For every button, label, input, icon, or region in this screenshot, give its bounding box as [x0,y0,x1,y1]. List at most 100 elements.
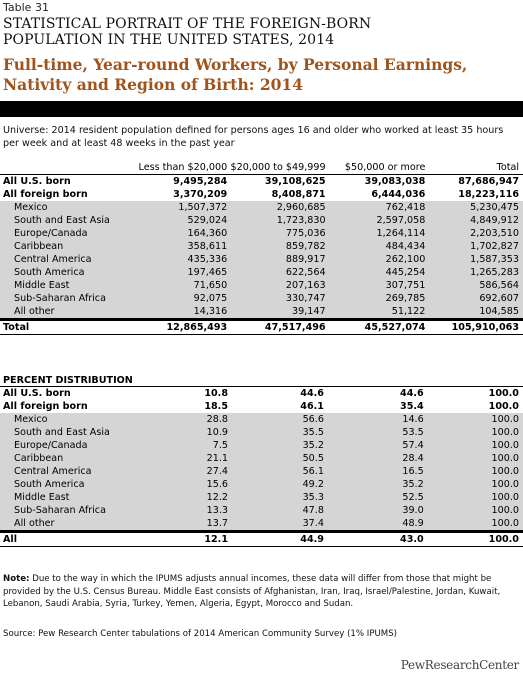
row-region: Central America 27.4 56.1 16.5 100.0 [0,465,523,478]
pew-logo: PewResearchCenter [400,658,520,672]
row-foreign-born: All foreign born 3,370,209 8,408,871 6,444,… [0,188,523,201]
cell-value: 100.0 [423,504,523,517]
cell-value: 100.0 [423,517,523,532]
cell-value: 14.6 [323,413,424,426]
cell-value: 4,849,912 [425,214,523,227]
cell-value: 1,507,372 [130,201,228,214]
row-region: All other 13.7 37.4 48.9 100.0 [0,517,523,532]
cell-value: 104,585 [425,305,523,320]
cell-value: 53.5 [323,426,424,439]
row-total: All 12.1 44.9 43.0 100.0 [0,530,523,547]
cell-value: 1,264,114 [325,227,426,240]
cell-value: 27.4 [133,465,228,478]
row-label: All other [0,517,134,532]
cell-value: 39.0 [323,504,424,517]
cell-value: 13.3 [133,504,228,517]
cell-value: 2,960,685 [227,201,326,214]
cell-value: 12,865,493 [130,318,228,335]
cell-value: 35.3 [228,491,324,504]
cell-value: 6,444,036 [371,189,426,200]
row-region: Sub-Saharan Africa 92,075 330,747 269,785 69… [0,292,523,305]
row-region: South America 197,465 622,564 445,254 1,265,… [0,266,523,279]
cell-value: 28.4 [323,452,424,465]
row-label: All U.S. born [0,174,131,188]
percent-heading: PERCENT DISTRIBUTION [3,375,133,386]
cell-value: 10.8 [133,386,228,400]
cell-value: 2,597,058 [325,214,426,227]
row-label: Total [0,318,131,335]
row-us-born: All U.S. born 10.8 44.6 44.6 100.0 [0,386,523,400]
cell-value: 269,785 [325,292,426,305]
row-label: All other [0,305,131,320]
page-title: STATISTICAL PORTRAIT OF THE FOREIGN-BORN… [3,16,371,48]
cell-value: 48.9 [323,517,424,532]
cell-value: 100.0 [423,386,523,400]
row-label: Central America [0,465,134,478]
cell-value: 262,100 [325,253,426,266]
row-label: Caribbean [0,240,131,253]
col-header: Total [496,161,519,173]
cell-value: 529,024 [130,214,228,227]
cell-value: 12.1 [133,530,228,547]
cell-value: 100.0 [423,452,523,465]
cell-value: 5,230,475 [425,201,523,214]
row-label: Caribbean [0,452,134,465]
cell-value: 51,122 [325,305,426,320]
row-label: Middle East [0,491,134,504]
cell-value: 57.4 [323,439,424,452]
cell-value: 100.0 [423,491,523,504]
row-label: South and East Asia [0,214,131,227]
col-header: $20,000 to $49,999 [230,161,326,173]
cell-value: 8,408,871 [271,189,326,200]
cell-value: 692,607 [425,292,523,305]
cell-value: 100.0 [423,465,523,478]
cell-value: 1,702,827 [425,240,523,253]
row-region: South and East Asia 10.9 35.5 53.5 100.0 [0,426,523,439]
note-label: Note: [3,574,30,584]
cell-value: 622,564 [227,266,326,279]
cell-value: 87,686,947 [425,174,523,188]
cell-value: 92,075 [130,292,228,305]
cell-value: 14,316 [130,305,228,320]
cell-value: 3,370,209 [173,189,228,200]
cell-value: 586,564 [425,279,523,292]
cell-value: 39,083,038 [325,174,426,188]
cell-value: 49.2 [228,478,324,491]
cell-value: 330,747 [227,292,326,305]
row-total: Total 12,865,493 47,517,496 45,527,074 105,9… [0,318,523,335]
row-region: Mexico 28.8 56.6 14.6 100.0 [0,413,523,426]
cell-value: 1,587,353 [425,253,523,266]
row-label: Mexico [0,201,131,214]
row-region: Mexico 1,507,372 2,960,685 762,418 5,230,475 [0,201,523,214]
row-label: Europe/Canada [0,439,134,452]
row-region: South and East Asia 529,024 1,723,830 2,597… [0,214,523,227]
cell-value: 56.6 [228,413,324,426]
percent-heading-row: PERCENT DISTRIBUTION [0,369,523,387]
table-number: Table 31 [3,1,49,14]
cell-value: 47.8 [228,504,324,517]
cell-value: 358,611 [130,240,228,253]
cell-value: 12.2 [133,491,228,504]
cell-value: 164,360 [130,227,228,240]
cell-value: 2,203,510 [425,227,523,240]
row-label: Central America [0,253,131,266]
cell-value: 43.0 [323,530,424,547]
cell-value: 56.1 [228,465,324,478]
cell-value: 1,723,830 [227,214,326,227]
cell-value: 775,036 [227,227,326,240]
row-label: Mexico [0,413,134,426]
source-line: Source: Pew Research Center tabulations … [3,629,398,639]
cell-value: 46.1 [300,401,324,412]
cell-value: 37.4 [228,517,324,532]
cell-value: 35.4 [400,401,424,412]
row-label: All U.S. born [0,386,134,400]
cell-value: 35.5 [228,426,324,439]
cell-value: 484,434 [325,240,426,253]
row-label: All foreign born [3,189,88,200]
row-label: Sub-Saharan Africa [0,292,131,305]
counts-table: Less than $20,000 $20,000 to $49,999 $50… [0,160,523,335]
row-region: Caribbean 21.1 50.5 28.4 100.0 [0,452,523,465]
cell-value: 762,418 [325,201,426,214]
col-header: Less than $20,000 [138,161,228,173]
row-label: Europe/Canada [0,227,131,240]
